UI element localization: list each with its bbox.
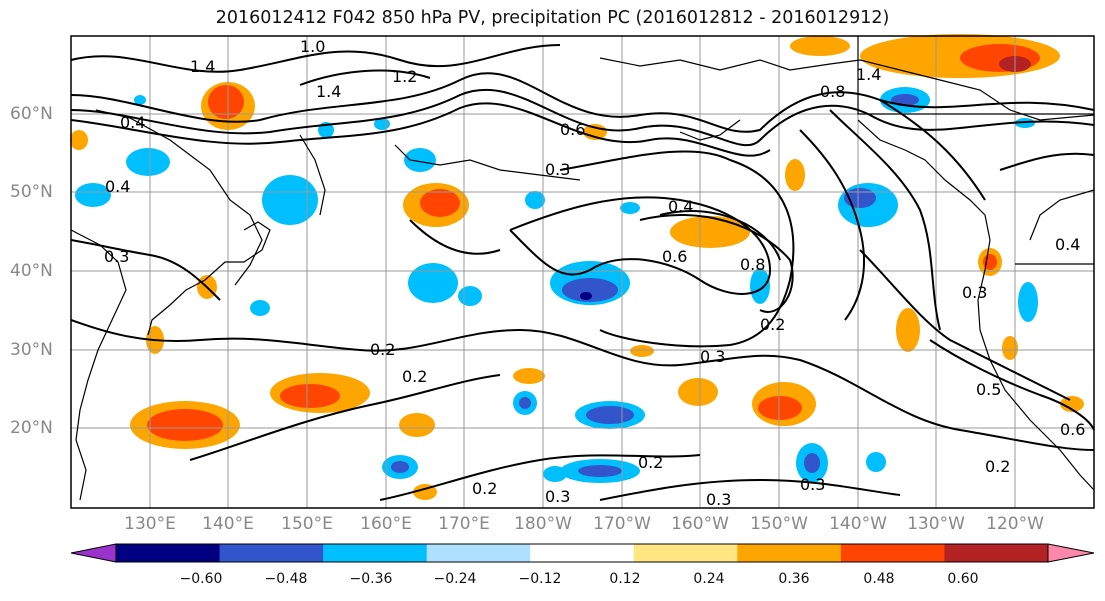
contour-label: 0.3 bbox=[545, 487, 570, 506]
contour-label: 0.3 bbox=[800, 475, 825, 494]
contour-label: 0.8 bbox=[820, 82, 845, 101]
colorbar-segment bbox=[944, 544, 1049, 562]
colorbar bbox=[70, 543, 1095, 563]
lon-label: 160°W bbox=[671, 514, 729, 534]
contour-label: 1.4 bbox=[856, 65, 881, 84]
lat-label-50n: 50°N bbox=[10, 182, 53, 202]
contour-label: 0.6 bbox=[560, 120, 585, 139]
contour-label: 0.4 bbox=[105, 177, 130, 196]
lon-label: 160°E bbox=[360, 514, 412, 534]
contour-label: 0.4 bbox=[120, 113, 145, 132]
lon-label: 170°W bbox=[593, 514, 651, 534]
colorbar-tick-label: −0.48 bbox=[264, 571, 308, 587]
contour-label: 1.4 bbox=[190, 57, 215, 76]
colorbar-tick-label: 0.48 bbox=[863, 571, 895, 587]
map-frame bbox=[70, 35, 1095, 509]
contour-label: 0.2 bbox=[985, 457, 1010, 476]
colorbar-tick-label: 0.24 bbox=[693, 571, 725, 587]
colorbar-tick-label: 0.60 bbox=[947, 571, 979, 587]
contour-label: 0.2 bbox=[402, 367, 427, 386]
colorbar-segment bbox=[840, 544, 945, 562]
colorbar-segment bbox=[116, 544, 221, 562]
contour-label: 0.8 bbox=[740, 255, 765, 274]
contour-label: 0.6 bbox=[662, 247, 687, 266]
colorbar-segment bbox=[737, 544, 842, 562]
colorbar-tick-label: −0.12 bbox=[518, 571, 562, 587]
contour-label: 0.3 bbox=[700, 347, 725, 366]
lon-label: 130°W bbox=[907, 514, 965, 534]
lat-label-30n: 30°N bbox=[10, 340, 53, 360]
colorbar-segment bbox=[219, 544, 324, 562]
lat-label-40n: 40°N bbox=[10, 261, 53, 281]
colorbar-outline bbox=[115, 543, 1049, 563]
precipitation-shading bbox=[70, 34, 1084, 500]
colorbar-left-extension bbox=[70, 543, 117, 563]
lat-label-60n: 60°N bbox=[10, 104, 53, 124]
colorbar-segment bbox=[323, 544, 428, 562]
lon-label: 150°E bbox=[281, 514, 333, 534]
colorbar-tick-label: −0.60 bbox=[179, 571, 223, 587]
colorbar-tick-label: 0.12 bbox=[609, 571, 641, 587]
colorbar-tick-label: −0.24 bbox=[433, 571, 477, 587]
lon-label: 150°W bbox=[750, 514, 808, 534]
pv-contours bbox=[70, 44, 1095, 501]
colorbar-right-extension bbox=[1047, 543, 1095, 563]
contour-label: 0.3 bbox=[104, 247, 129, 266]
contour-label-group: 1.0 1.4 1.4 1.2 1.4 0.8 0.4 0.6 0.4 0.3 … bbox=[104, 37, 1085, 509]
colorbar-segment bbox=[633, 544, 738, 562]
map-title: 2016012412 F042 850 hPa PV, precipitatio… bbox=[215, 8, 890, 28]
contour-label: 0.5 bbox=[976, 380, 1001, 399]
contour-label: 0.3 bbox=[706, 490, 731, 509]
contour-label: 0.2 bbox=[760, 315, 785, 334]
lon-label: 180°W bbox=[514, 514, 572, 534]
coastlines bbox=[70, 36, 1095, 501]
colorbar-segment bbox=[530, 544, 635, 562]
contour-label: 0.3 bbox=[962, 283, 987, 302]
contour-label: 0.6 bbox=[1060, 420, 1085, 439]
colorbar-segment bbox=[426, 544, 531, 562]
contour-label: 0.2 bbox=[472, 479, 497, 498]
contour-label: 0.4 bbox=[1055, 235, 1080, 254]
contour-label: 0.3 bbox=[545, 160, 570, 179]
lat-label-20n: 20°N bbox=[10, 418, 53, 438]
colorbar-tick-label: 0.36 bbox=[778, 571, 810, 587]
contour-label: 1.0 bbox=[300, 37, 325, 56]
lon-label: 170°E bbox=[438, 514, 490, 534]
lon-label: 120°W bbox=[986, 514, 1044, 534]
lon-label: 130°E bbox=[124, 514, 176, 534]
contour-label: 0.4 bbox=[668, 197, 693, 216]
lon-label: 140°E bbox=[202, 514, 254, 534]
contour-label: 0.2 bbox=[638, 453, 663, 472]
lon-label: 140°W bbox=[829, 514, 887, 534]
contour-label: 0.2 bbox=[370, 340, 395, 359]
contour-label: 1.2 bbox=[392, 67, 417, 86]
colorbar-tick-label: −0.36 bbox=[349, 571, 393, 587]
contour-label: 1.4 bbox=[316, 82, 341, 101]
